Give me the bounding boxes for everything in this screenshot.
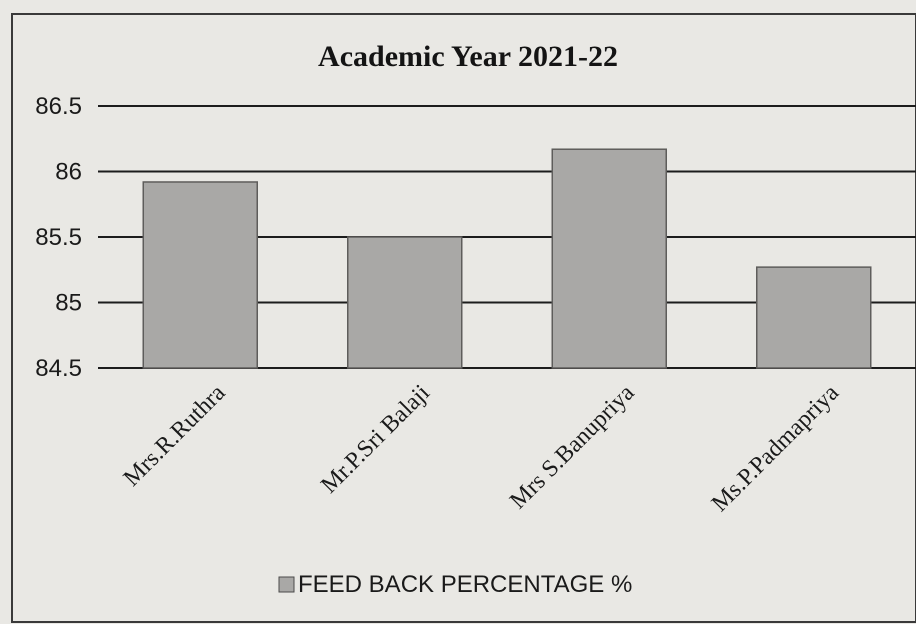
bar (551, 148, 667, 369)
y-tick-label: 85.5 (35, 224, 82, 251)
x-tick-label: Mrs S.Banupriya (505, 380, 640, 515)
y-tick-label: 86.5 (35, 93, 82, 120)
x-axis-labels: Mrs.R.Ruthra Mr.P.Sri Balaji Mrs S.Banupri… (119, 380, 844, 517)
legend-swatch (278, 576, 295, 593)
y-tick-label: 85 (55, 290, 82, 317)
y-tick-label: 84.5 (35, 355, 82, 382)
bar (347, 236, 463, 369)
bars (142, 148, 872, 369)
bar (142, 181, 258, 369)
legend: FEED BACK PERCENTAGE % (278, 571, 632, 598)
y-tick-label: 86 (55, 159, 82, 186)
bar (756, 266, 872, 369)
legend-label: FEED BACK PERCENTAGE % (298, 571, 632, 598)
y-axis-ticks: 86.5 86 85.5 85 84.5 (35, 93, 82, 382)
chart-border (11, 13, 916, 623)
x-tick-label: Mrs.R.Ruthra (119, 380, 231, 492)
x-tick-label: Ms.P.Padmapriya (707, 380, 844, 517)
x-tick-label: Mr.P.Sri Balaji (316, 380, 435, 499)
chart-title: Academic Year 2021-22 (318, 40, 618, 73)
